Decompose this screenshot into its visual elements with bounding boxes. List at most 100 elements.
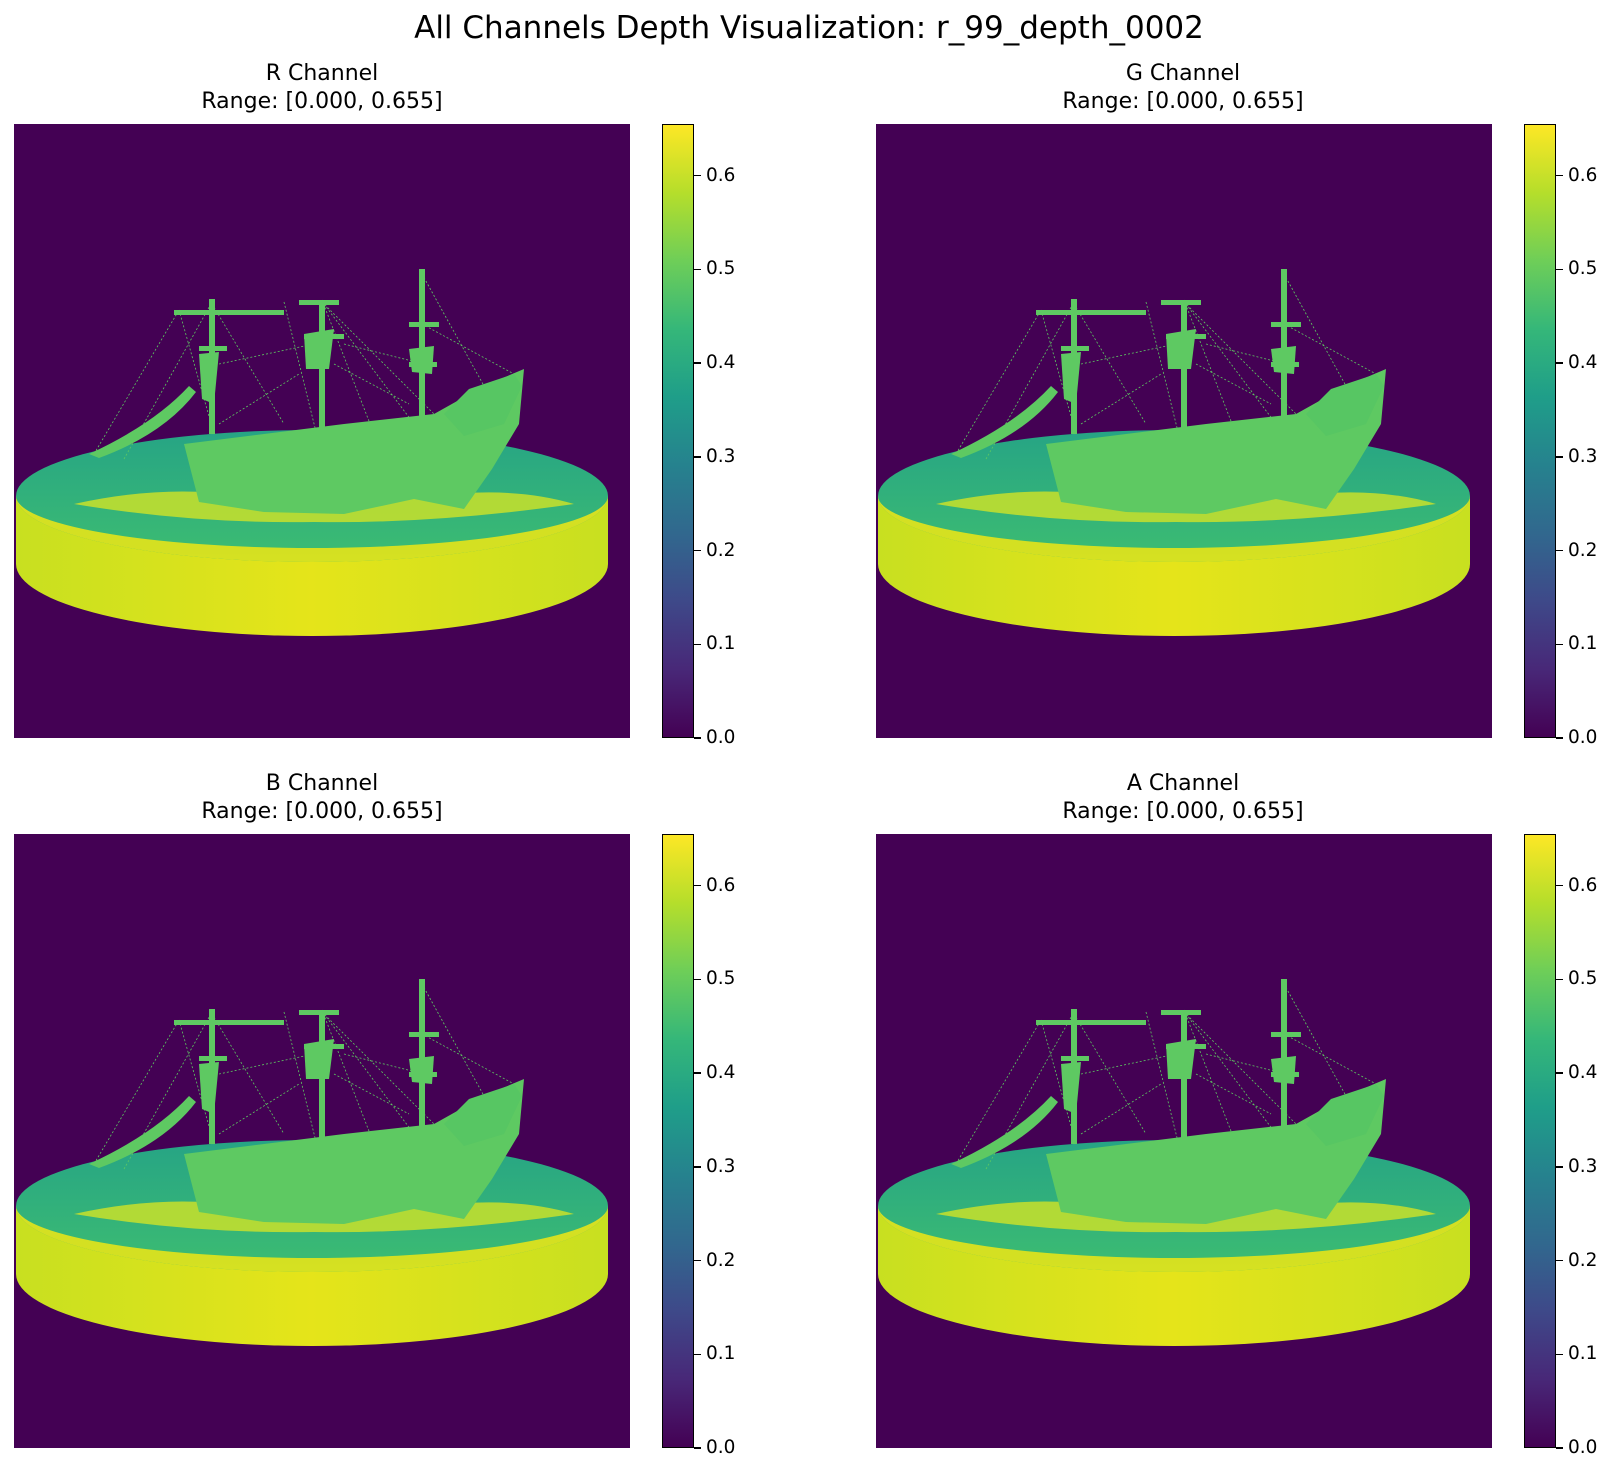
ship-rigging — [1283, 1033, 1377, 1085]
ship-hull — [1046, 1079, 1386, 1224]
ship-sail — [1166, 1039, 1196, 1079]
ship-stern — [444, 374, 522, 436]
colorbar-tick-label: 0.1 — [1568, 1343, 1598, 1365]
panel-range-label: Range: [0.000, 0.655] — [201, 89, 443, 114]
ship-yard — [1036, 1020, 1146, 1025]
colorbar-tick — [694, 1353, 701, 1355]
ship-rigging — [1040, 309, 1077, 435]
colorbar-g — [1524, 124, 1556, 738]
depth-image-a — [876, 834, 1492, 1448]
colorbar-r — [662, 124, 694, 738]
colorbar-tick — [694, 1072, 701, 1074]
ship-rigging — [1080, 343, 1177, 365]
colorbar-a — [1524, 834, 1556, 1448]
panel-title-a: A Channel Range: [0.000, 0.655] — [873, 770, 1493, 826]
colorbar-tick-label: 0.6 — [1568, 874, 1598, 896]
ship-rigging — [1145, 301, 1182, 445]
colorbar-tick-label: 0.0 — [706, 1437, 736, 1458]
ship-stern — [444, 1084, 522, 1146]
ship-rigging — [1205, 343, 1287, 365]
ship-rigging — [283, 301, 320, 445]
colorbar-tick — [1556, 1259, 1563, 1262]
ship-hull — [1046, 369, 1386, 514]
ship-rigging — [323, 1013, 415, 1135]
colorbar-tick-label: 0.6 — [706, 164, 736, 186]
panel-channel-label: A Channel — [1126, 771, 1240, 796]
panel-channel-label: B Channel — [265, 771, 379, 796]
colorbar-tick — [694, 268, 701, 271]
ship-stern — [1306, 1084, 1384, 1146]
colorbar-tick-label: 0.4 — [1568, 1062, 1598, 1084]
ship-rigging — [211, 303, 285, 425]
ship-rigging — [1185, 303, 1277, 425]
colorbar-tick-label: 0.0 — [1568, 1437, 1598, 1458]
ship-sail — [1271, 1056, 1296, 1084]
figure-title: All Channels Depth Visualization: r_99_d… — [414, 10, 1204, 46]
colorbar-tick — [694, 456, 701, 458]
panel-channel-label: G Channel — [1125, 61, 1241, 86]
ship-sail — [304, 1039, 334, 1079]
ship-sail — [199, 352, 219, 404]
ship-sail — [1166, 329, 1196, 369]
ship-rigging — [1145, 1011, 1182, 1155]
colorbar-tick-label: 0.4 — [706, 352, 736, 374]
depth-image-r — [14, 124, 630, 738]
colorbar-tick — [694, 737, 701, 739]
ship-rigging — [985, 301, 1075, 460]
ship-mast — [319, 1010, 325, 1152]
ship-yard — [409, 322, 439, 327]
ship-rigging — [283, 1011, 320, 1155]
colorbar-tick-label: 0.2 — [706, 1249, 736, 1271]
ship-rigging — [1283, 983, 1347, 1097]
ship-yard — [1271, 1032, 1301, 1037]
ship-sail — [409, 1056, 434, 1084]
ship-sail — [89, 386, 196, 458]
ship-sail — [951, 1096, 1058, 1168]
colorbar-tick — [1556, 549, 1563, 552]
ship-sail — [1271, 346, 1296, 374]
ship-mast — [419, 979, 425, 1126]
ship-yard — [409, 1032, 439, 1037]
ship-mast — [1181, 300, 1187, 442]
ship-yard — [174, 310, 284, 315]
ship-stern — [1306, 374, 1384, 436]
colorbar-tick — [1556, 1166, 1563, 1168]
colorbar-tick — [694, 884, 701, 887]
ship-rigging — [1205, 1053, 1287, 1075]
ship-rigging — [1073, 303, 1147, 425]
ship-rigging — [343, 343, 425, 365]
ship-sail — [89, 1096, 196, 1168]
colorbar-tick-label: 0.3 — [706, 445, 736, 467]
ship-rigging — [1283, 273, 1347, 387]
colorbar-tick-label: 0.1 — [706, 1343, 736, 1365]
ship-sail — [1061, 352, 1081, 404]
colorbar-tick-label: 0.0 — [1568, 727, 1598, 748]
colorbar-tick-label: 0.5 — [706, 968, 736, 990]
colorbar-tick-label: 0.3 — [706, 1155, 736, 1177]
colorbar-tick — [1556, 362, 1563, 364]
colorbar-tick — [1556, 1447, 1563, 1449]
ship-yard — [1271, 322, 1301, 327]
colorbar-tick — [694, 174, 701, 177]
colorbar-tick-label: 0.4 — [706, 1062, 736, 1084]
colorbar-tick — [694, 1447, 701, 1449]
ship-mast — [419, 269, 425, 416]
colorbar-tick — [1556, 1353, 1563, 1355]
ship-mast — [1281, 269, 1287, 416]
ship-sail — [951, 386, 1058, 458]
ship-yard — [1161, 300, 1201, 305]
colorbar-tick — [694, 643, 701, 645]
ship-sail — [409, 346, 434, 374]
panel-range-label: Range: [0.000, 0.655] — [201, 799, 443, 824]
colorbar-tick — [694, 549, 701, 552]
panel-title-b: B Channel Range: [0.000, 0.655] — [12, 770, 632, 826]
base-rim — [878, 1206, 1470, 1272]
ship-rigging — [178, 1019, 215, 1145]
colorbar-tick — [1556, 737, 1563, 739]
ship-yard — [1036, 310, 1146, 315]
panel-range-label: Range: [0.000, 0.655] — [1062, 799, 1304, 824]
base-rim — [16, 1206, 608, 1272]
ship-rigging — [178, 309, 215, 435]
base-rim — [16, 496, 608, 562]
ship-rigging — [323, 303, 415, 425]
